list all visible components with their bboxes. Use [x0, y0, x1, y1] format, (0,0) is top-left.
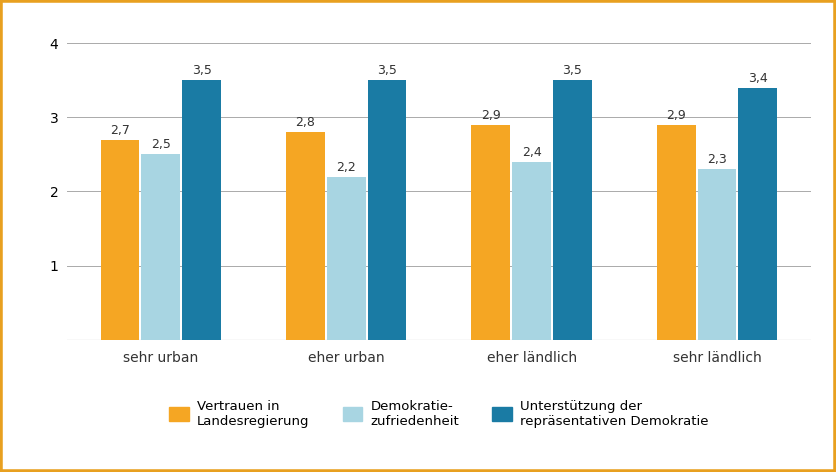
Text: 2,4: 2,4 [522, 146, 542, 159]
Text: 2,8: 2,8 [295, 116, 315, 129]
Bar [657, 125, 696, 340]
Bar [182, 80, 221, 340]
Bar [553, 80, 592, 340]
Text: 2,3: 2,3 [707, 153, 726, 166]
Bar [738, 88, 777, 340]
Text: 2,7: 2,7 [110, 124, 130, 136]
Text: 3,5: 3,5 [377, 64, 397, 77]
Text: 2,5: 2,5 [151, 138, 171, 152]
Bar [327, 177, 365, 340]
Text: 3,5: 3,5 [563, 64, 583, 77]
Text: 3,5: 3,5 [191, 64, 212, 77]
Text: 2,2: 2,2 [336, 160, 356, 174]
Bar [100, 140, 140, 340]
Text: 2,9: 2,9 [666, 109, 686, 122]
Bar [697, 169, 737, 340]
Bar [512, 162, 551, 340]
Text: 3,4: 3,4 [748, 72, 767, 84]
Legend: Vertrauen in
Landesregierung, Demokratie-
zufriedenheit, Unterstützung der
reprä: Vertrauen in Landesregierung, Demokratie… [164, 395, 714, 433]
Text: 2,9: 2,9 [481, 109, 501, 122]
Bar [472, 125, 510, 340]
Bar [368, 80, 406, 340]
Bar [141, 154, 181, 340]
Bar [286, 132, 325, 340]
